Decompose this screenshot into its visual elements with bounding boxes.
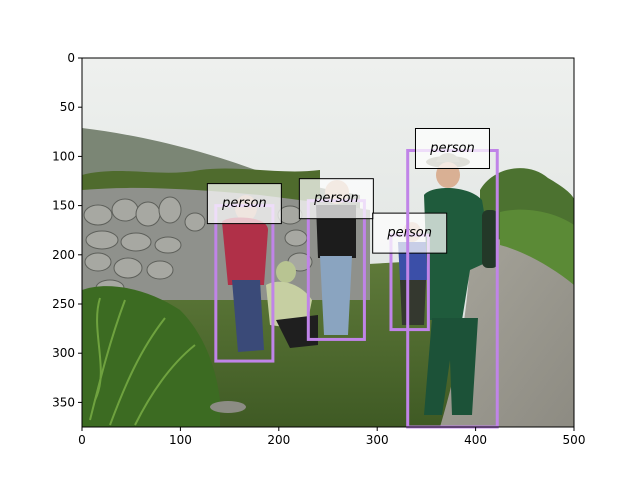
label-box	[206, 183, 282, 225]
fern-fronds	[89, 297, 196, 426]
x-tick-label: 300	[366, 433, 389, 447]
detection-label: person	[429, 141, 475, 156]
detection: person	[298, 178, 374, 341]
detection: person	[206, 183, 282, 363]
y-axis: 0 50 100 150 200 250 300 350	[52, 51, 82, 409]
x-axis: 0 100 200 300 400 500	[78, 427, 585, 447]
y-tick-label: 300	[52, 346, 75, 360]
detection-label: person	[221, 196, 267, 211]
photo	[82, 58, 574, 427]
y-tick-label: 250	[52, 297, 75, 311]
detection-label: person	[313, 191, 359, 206]
y-tick-label: 0	[67, 51, 75, 65]
right-verge	[500, 209, 574, 285]
detections-layer: person person person person	[206, 127, 499, 429]
y-tick-label: 200	[52, 248, 75, 262]
detection: person	[372, 212, 448, 332]
y-tick-label: 100	[52, 149, 75, 163]
y-tick-label: 50	[60, 100, 75, 114]
y-tick-label: 150	[52, 199, 75, 213]
x-tick-label: 500	[563, 433, 586, 447]
x-tick-label: 100	[169, 433, 192, 447]
label-box	[298, 178, 374, 220]
label-box	[414, 127, 490, 169]
axes-frame	[81, 57, 575, 428]
x-tick-label: 200	[267, 433, 290, 447]
detection: person	[406, 127, 499, 429]
rock	[210, 401, 246, 413]
label-box	[372, 212, 448, 254]
x-tick-label: 400	[464, 433, 487, 447]
x-tick-label: 0	[78, 433, 86, 447]
y-tick-label: 350	[52, 395, 75, 409]
